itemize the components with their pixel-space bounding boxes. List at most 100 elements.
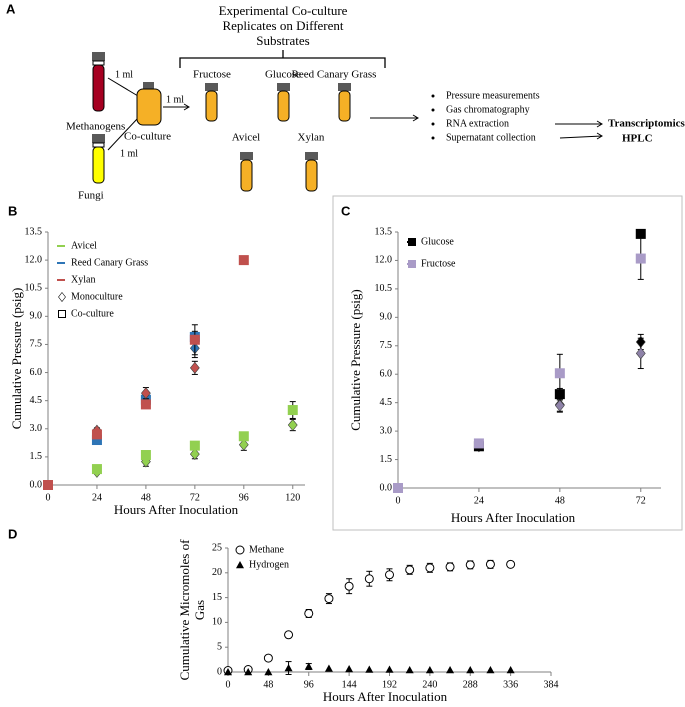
tube-cap — [305, 152, 318, 160]
legend-label: Co-culture — [71, 308, 114, 319]
x-tick-label: 48 — [141, 492, 151, 503]
marker — [263, 653, 273, 663]
arrow-head — [183, 103, 190, 111]
x-tick-label: 192 — [382, 679, 397, 690]
marker — [236, 561, 244, 569]
panel-label: C — [341, 203, 351, 218]
panel-label: A — [6, 1, 16, 16]
marker — [304, 608, 314, 618]
marker — [425, 563, 435, 573]
arrow — [107, 77, 139, 97]
bottle — [136, 88, 162, 126]
substrate-label: Reed Canary Grass — [292, 69, 377, 81]
marker — [58, 292, 66, 302]
marker — [58, 310, 66, 318]
output: HPLC — [622, 133, 653, 145]
y-tick-label: 0 — [217, 666, 222, 677]
measurement: Pressure measurements — [446, 90, 540, 101]
marker — [287, 405, 298, 416]
x-tick-label: 144 — [342, 679, 357, 690]
marker — [189, 448, 200, 461]
tube-cap — [92, 134, 105, 143]
marker — [635, 228, 646, 239]
tube — [92, 146, 105, 184]
output: Transcriptomics — [608, 118, 685, 130]
y-tick-label: 1.5 — [30, 451, 43, 462]
marker — [189, 361, 200, 374]
y-tick-label: 0.0 — [30, 479, 43, 490]
diagram-title: Experimental Co-culture — [219, 3, 348, 18]
bullet — [431, 94, 435, 98]
y-tick-label: 6.0 — [30, 367, 43, 378]
arrow-head — [412, 114, 419, 122]
x-axis-title: Hours After Inoculation — [451, 510, 576, 525]
tube-cap — [240, 152, 253, 160]
tube-cap — [205, 83, 218, 91]
x-tick-label: 48 — [555, 495, 565, 506]
tube — [240, 159, 253, 192]
tube — [305, 159, 318, 192]
legend-label: Xylan — [71, 274, 95, 285]
y-tick-label: 10.5 — [25, 283, 43, 294]
legend-label: Methane — [249, 544, 285, 555]
measurement-list — [431, 94, 435, 140]
x-tick-label: 72 — [636, 495, 646, 506]
y-tick-label: 10.5 — [375, 283, 393, 294]
y-tick-label: 3.0 — [380, 425, 393, 436]
marker — [405, 565, 415, 575]
marker — [287, 419, 298, 432]
panel-label: B — [8, 203, 17, 218]
bullet — [431, 136, 435, 140]
legend-label: Hydrogen — [249, 559, 289, 570]
tube — [205, 90, 218, 122]
marker — [141, 387, 151, 400]
marker — [324, 594, 334, 604]
arrow-head — [596, 120, 603, 128]
marker — [425, 666, 434, 674]
x-axis-title: Hours After Inoculation — [323, 689, 448, 704]
arrow — [559, 135, 603, 139]
y-tick-label: 3.0 — [30, 423, 43, 434]
marker — [554, 399, 565, 412]
bracket — [179, 50, 386, 68]
substrate-label: Avicel — [232, 132, 261, 144]
tube-cap — [338, 83, 351, 91]
bottle-cap — [143, 82, 154, 89]
measurement: RNA extraction — [446, 118, 509, 129]
marker — [554, 368, 565, 379]
arrow-head — [596, 132, 603, 140]
x-axis-title: Hours After Inoculation — [114, 502, 239, 517]
y-tick-label: 20 — [212, 567, 222, 578]
substrate-label: Fructose — [193, 69, 231, 81]
marker — [385, 665, 394, 673]
tube — [338, 90, 351, 122]
marker — [140, 399, 151, 410]
tube-cap — [277, 83, 290, 91]
bullet — [431, 108, 435, 112]
x-tick-label: 288 — [463, 679, 478, 690]
measurement: Supernatant collection — [446, 132, 536, 143]
marker — [408, 260, 416, 268]
marker — [344, 581, 354, 591]
tube — [92, 64, 105, 112]
marker — [264, 668, 273, 676]
panel-frame — [332, 195, 683, 531]
y-tick-label: 9.0 — [30, 311, 43, 322]
marker — [91, 429, 102, 440]
panel-a: A Experimental Co-culture Replicates on … — [6, 1, 685, 201]
marker — [91, 464, 102, 475]
y-tick-label: 5 — [217, 641, 222, 652]
bullet — [431, 122, 435, 126]
y-tick-label: 13.5 — [375, 226, 393, 237]
marker — [304, 662, 313, 670]
transfer-label: 1 ml — [166, 94, 184, 105]
x-tick-label: 120 — [285, 492, 300, 503]
arrow — [107, 117, 139, 151]
x-tick-label: 24 — [92, 492, 102, 503]
legend-label: Monoculture — [71, 291, 123, 302]
x-tick-label: 96 — [304, 679, 314, 690]
marker — [189, 334, 200, 345]
marker — [238, 255, 249, 266]
marker — [445, 562, 455, 572]
